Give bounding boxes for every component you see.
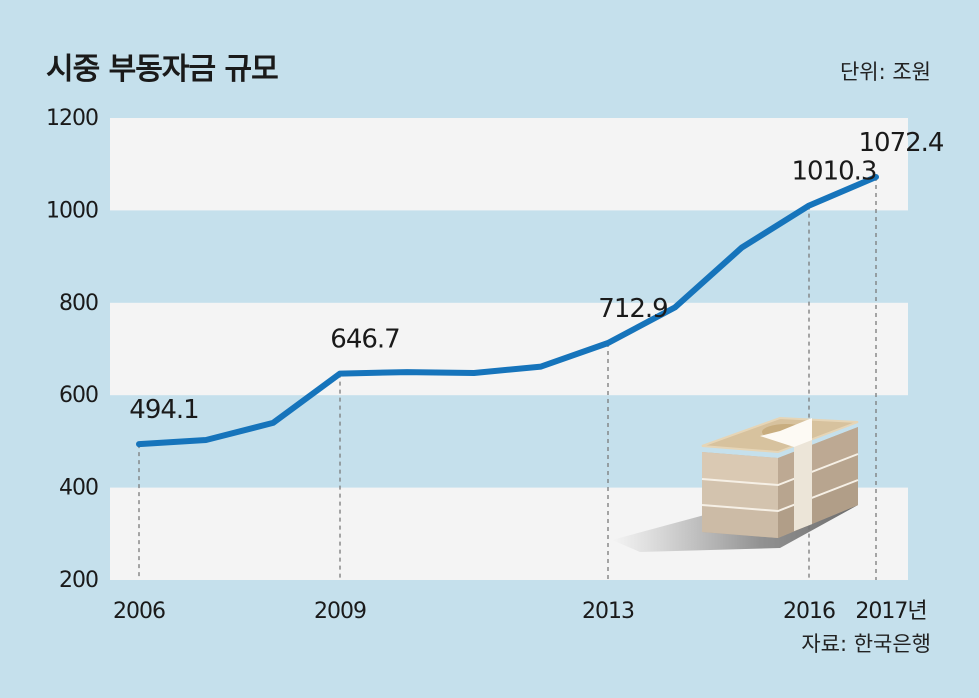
y-tick-label: 400 (59, 476, 98, 501)
y-tick-label: 800 (59, 291, 98, 316)
plot-band (110, 302, 908, 396)
data-label: 646.7 (330, 325, 399, 355)
x-tick-label: 2006 (113, 599, 165, 624)
data-label: 494.1 (129, 395, 198, 425)
plot-band (110, 118, 908, 211)
money-stack-icon (612, 416, 859, 552)
y-tick-label: 1200 (46, 106, 98, 131)
unit-label: 단위: 조원 (839, 60, 931, 84)
y-tick-label: 1000 (46, 198, 98, 223)
series-line (136, 174, 879, 448)
guide-lines (138, 176, 877, 580)
source-label: 자료: 한국은행 (801, 632, 931, 656)
data-label: 1010.3 (792, 157, 877, 187)
y-axis: 200 400 600 800 1000 1200 (46, 106, 99, 593)
data-label: 712.9 (598, 294, 667, 324)
data-label: 1072.4 (859, 128, 944, 158)
x-tick-label: 2013 (582, 599, 634, 624)
chart-title: 시중 부동자금 규모 (46, 52, 279, 87)
x-tick-label: 2017년 (855, 599, 926, 624)
y-tick-label: 600 (59, 383, 98, 408)
x-axis: 2006 2009 2013 2016 2017년 (113, 599, 928, 624)
x-tick-label: 2016 (783, 599, 835, 624)
y-tick-label: 200 (59, 568, 98, 593)
x-tick-label: 2009 (314, 599, 366, 624)
